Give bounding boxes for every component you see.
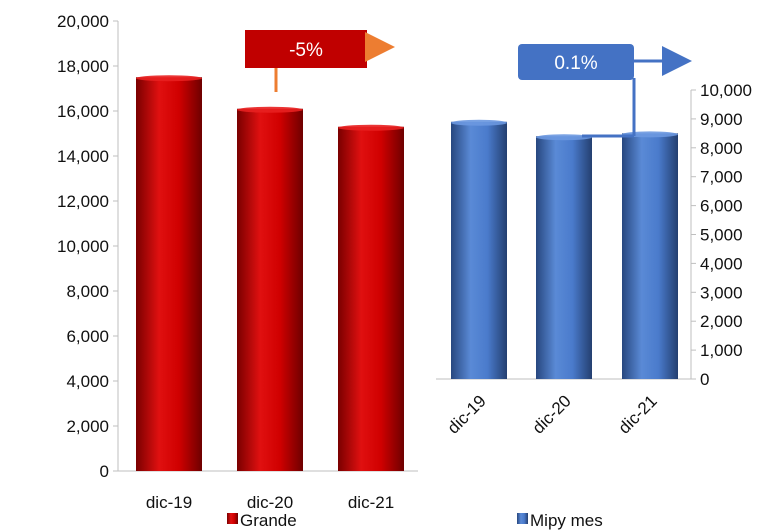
- left-x-ticks: dic-19 dic-20 dic-21: [146, 493, 394, 512]
- right-y-axis: 0 1,000 2,000 3,000 4,000 5,000 6,000 7,000 8,00…: [690, 81, 752, 389]
- right-y-tick-label: 10,000: [700, 81, 752, 100]
- right-x-tick-label: dic-21: [615, 391, 661, 437]
- bar-grande-cap: [136, 75, 202, 82]
- left-x-tick-label: dic-20: [247, 493, 293, 512]
- bar-grande-dic-19: [136, 77, 202, 471]
- right-y-tick-label: 4,000: [700, 254, 743, 273]
- bar-grande-cap: [338, 124, 404, 131]
- right-y-tick-label: 0: [700, 370, 709, 389]
- callout-grande: -5%: [245, 30, 395, 92]
- left-y-tick-label: 4,000: [66, 372, 109, 391]
- left-y-tick-label: 2,000: [66, 417, 109, 436]
- left-y-tick-label: 18,000: [57, 57, 109, 76]
- left-y-tick-label: 20,000: [57, 12, 109, 31]
- left-y-tick-label: 14,000: [57, 147, 109, 166]
- left-bars: [136, 75, 404, 471]
- left-y-tick-label: 6,000: [66, 327, 109, 346]
- bar-grande-cap: [237, 106, 303, 113]
- right-y-tick-label: 6,000: [700, 197, 743, 216]
- right-y-tick-label: 9,000: [700, 110, 743, 129]
- bar-mipymes-cap: [536, 134, 592, 141]
- callout-mipymes: 0.1%: [518, 44, 692, 138]
- left-x-tick-label: dic-19: [146, 493, 192, 512]
- callout-grande-box: [245, 30, 367, 68]
- right-bars: [451, 119, 678, 379]
- bar-grande-dic-21: [338, 126, 404, 471]
- callout-grande-label: -5%: [289, 40, 323, 61]
- callout-mipymes-box: [518, 44, 634, 80]
- right-y-tick-label: 5,000: [700, 226, 743, 245]
- bar-mipymes-cap: [451, 119, 507, 126]
- left-y-tick-label: 0: [100, 462, 109, 481]
- legend: Grande Mipy mes: [227, 511, 603, 530]
- right-x-tick-label: dic-20: [529, 391, 575, 437]
- left-x-tick-label: dic-21: [348, 493, 394, 512]
- legend-swatch-mipymes: [517, 513, 528, 524]
- left-y-axis: 0 2,000 4,000 6,000 8,000 10,000 12,000 14,000 1…: [57, 12, 119, 481]
- left-y-tick-label: 10,000: [57, 237, 109, 256]
- bar-mipymes-dic-21: [622, 133, 678, 379]
- right-y-tick-label: 3,000: [700, 283, 743, 302]
- left-y-tick-label: 8,000: [66, 282, 109, 301]
- bar-mipymes-dic-19: [451, 121, 507, 379]
- right-x-ticks: dic-19 dic-20 dic-21: [444, 391, 661, 437]
- bar-grande-dic-20: [237, 108, 303, 471]
- legend-label-grande: Grande: [240, 511, 297, 530]
- right-y-tick-label: 1,000: [700, 341, 743, 360]
- left-y-tick-label: 12,000: [57, 192, 109, 211]
- bar-mipymes-dic-20: [536, 136, 592, 379]
- legend-swatch-grande: [227, 513, 238, 524]
- right-y-tick-label: 7,000: [700, 168, 743, 187]
- right-y-tick-label: 2,000: [700, 312, 743, 331]
- right-x-tick-label: dic-19: [444, 391, 490, 437]
- right-y-tick-label: 8,000: [700, 139, 743, 158]
- bar-mipymes-cap: [622, 131, 678, 138]
- left-y-tick-label: 16,000: [57, 102, 109, 121]
- legend-label-mipymes: Mipy mes: [530, 511, 603, 530]
- callout-mipymes-label: 0.1%: [554, 53, 597, 74]
